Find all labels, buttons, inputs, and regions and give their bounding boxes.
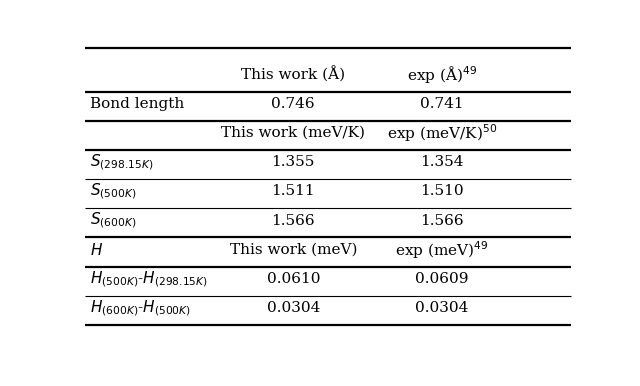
Text: 1.355: 1.355 xyxy=(271,155,315,169)
Text: This work (meV/K): This work (meV/K) xyxy=(221,126,365,140)
Text: 0.0609: 0.0609 xyxy=(415,272,469,286)
Text: $S_{(600K)}$: $S_{(600K)}$ xyxy=(90,211,136,230)
Text: 1.354: 1.354 xyxy=(420,155,464,169)
Text: 0.746: 0.746 xyxy=(271,97,315,111)
Text: $S_{(500K)}$: $S_{(500K)}$ xyxy=(90,181,136,201)
Text: 1.510: 1.510 xyxy=(420,185,464,198)
Text: $S_{(298.15K)}$: $S_{(298.15K)}$ xyxy=(90,152,153,172)
Text: $H$: $H$ xyxy=(90,242,103,258)
Text: 0.0304: 0.0304 xyxy=(267,301,320,315)
Text: $H_{(500K)}$-$H_{(298.15K)}$: $H_{(500K)}$-$H_{(298.15K)}$ xyxy=(90,269,208,289)
Text: exp (meV/K)$^{50}$: exp (meV/K)$^{50}$ xyxy=(387,122,497,144)
Text: $H_{(600K)}$-$H_{(500K)}$: $H_{(600K)}$-$H_{(500K)}$ xyxy=(90,298,191,318)
Text: This work (Å): This work (Å) xyxy=(241,67,346,83)
Text: exp (Å)$^{49}$: exp (Å)$^{49}$ xyxy=(407,64,477,86)
Text: 0.0304: 0.0304 xyxy=(415,301,468,315)
Text: 1.511: 1.511 xyxy=(271,185,315,198)
Text: Bond length: Bond length xyxy=(90,97,184,111)
Text: This work (meV): This work (meV) xyxy=(230,243,357,257)
Text: 0.741: 0.741 xyxy=(420,97,464,111)
Text: 1.566: 1.566 xyxy=(271,213,315,227)
Text: 1.566: 1.566 xyxy=(420,213,464,227)
Text: exp (meV)$^{49}$: exp (meV)$^{49}$ xyxy=(396,239,489,261)
Text: 0.0610: 0.0610 xyxy=(266,272,320,286)
